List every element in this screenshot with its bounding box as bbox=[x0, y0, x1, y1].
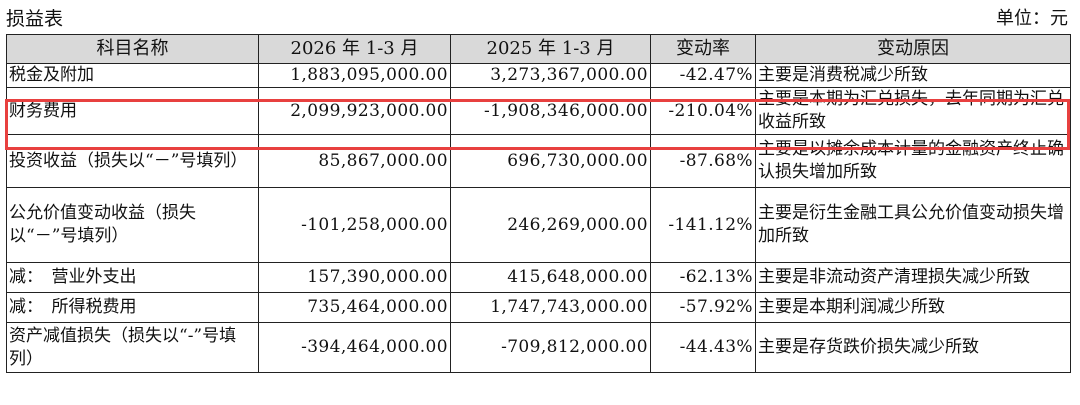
header-2025: 2025 年 1-3 月 bbox=[450, 34, 651, 64]
row-change-reason: 主要是非流动资产清理损失减少所致 bbox=[755, 262, 1071, 293]
income-statement-table: 科目名称 2026 年 1-3 月 2025 年 1-3 月 变动率 变动原因 … bbox=[6, 34, 1071, 373]
table-row: 税金及附加 1,883,095,000.00 3,273,367,000.00 … bbox=[6, 63, 1071, 88]
row-change-reason: 主要是本期为汇兑损失，去年同期为汇兑收益所致 bbox=[755, 87, 1071, 135]
row-change-rate: -141.12% bbox=[650, 187, 756, 263]
row-item-name: 公允价值变动收益（损失以“－”号填列） bbox=[6, 187, 259, 263]
row-value-2025: 246,269,000.00 bbox=[450, 187, 651, 263]
row-change-rate: -57.92% bbox=[650, 292, 756, 323]
row-value-2025: 415,648,000.00 bbox=[450, 262, 651, 293]
row-change-rate: -210.04% bbox=[650, 87, 756, 135]
report-title: 损益表 bbox=[6, 8, 64, 30]
row-value-2026: 1,883,095,000.00 bbox=[258, 63, 451, 88]
unit-label: 单位：元 bbox=[996, 8, 1068, 29]
row-value-2025: -1,908,346,000.00 bbox=[450, 87, 651, 135]
table-row: 资产减值损失（损失以“-”号填列） -394,464,000.00 -709,8… bbox=[6, 322, 1071, 373]
row-value-2026: 85,867,000.00 bbox=[258, 134, 451, 188]
row-value-2025: 696,730,000.00 bbox=[450, 134, 651, 188]
row-change-reason: 主要是存货跌价损失减少所致 bbox=[755, 322, 1071, 373]
row-item-name: 减： 营业外支出 bbox=[6, 262, 259, 293]
table-row: 减： 所得税费用 735,464,000.00 1,747,743,000.00… bbox=[6, 292, 1071, 323]
table-row: 减： 营业外支出 157,390,000.00 415,648,000.00 -… bbox=[6, 262, 1071, 293]
row-value-2025: -709,812,000.00 bbox=[450, 322, 651, 373]
row-change-reason: 主要是消费税减少所致 bbox=[755, 63, 1071, 88]
table-row: 公允价值变动收益（损失以“－”号填列） -101,258,000.00 246,… bbox=[6, 187, 1071, 263]
row-value-2026: 157,390,000.00 bbox=[258, 262, 451, 293]
row-item-name: 税金及附加 bbox=[6, 63, 259, 88]
header-row: 科目名称 2026 年 1-3 月 2025 年 1-3 月 变动率 变动原因 bbox=[6, 34, 1071, 64]
row-value-2026: -394,464,000.00 bbox=[258, 322, 451, 373]
row-change-rate: -87.68% bbox=[650, 134, 756, 188]
row-item-name: 资产减值损失（损失以“-”号填列） bbox=[6, 322, 259, 373]
row-change-rate: -62.13% bbox=[650, 262, 756, 293]
row-change-rate: -42.47% bbox=[650, 63, 756, 88]
row-change-reason: 主要是本期利润减少所致 bbox=[755, 292, 1071, 323]
row-change-reason: 主要是衍生金融工具公允价值变动损失增加所致 bbox=[755, 187, 1071, 263]
header-item-name: 科目名称 bbox=[6, 34, 259, 64]
row-change-rate: -44.43% bbox=[650, 322, 756, 373]
row-value-2026: -101,258,000.00 bbox=[258, 187, 451, 263]
table-row: 财务费用 2,099,923,000.00 -1,908,346,000.00 … bbox=[6, 87, 1071, 135]
row-item-name: 财务费用 bbox=[6, 87, 259, 135]
row-value-2026: 2,099,923,000.00 bbox=[258, 87, 451, 135]
header-change-reason: 变动原因 bbox=[755, 34, 1071, 64]
row-item-name: 投资收益（损失以“－”号填列） bbox=[6, 134, 259, 188]
row-value-2025: 1,747,743,000.00 bbox=[450, 292, 651, 323]
row-value-2025: 3,273,367,000.00 bbox=[450, 63, 651, 88]
row-item-name: 减： 所得税费用 bbox=[6, 292, 259, 323]
table-row: 投资收益（损失以“－”号填列） 85,867,000.00 696,730,00… bbox=[6, 134, 1071, 188]
row-change-reason: 主要是以摊余成本计量的金融资产终止确认损失增加所致 bbox=[755, 134, 1071, 188]
row-value-2026: 735,464,000.00 bbox=[258, 292, 451, 323]
header-2026: 2026 年 1-3 月 bbox=[258, 34, 451, 64]
header-change-rate: 变动率 bbox=[650, 34, 756, 64]
